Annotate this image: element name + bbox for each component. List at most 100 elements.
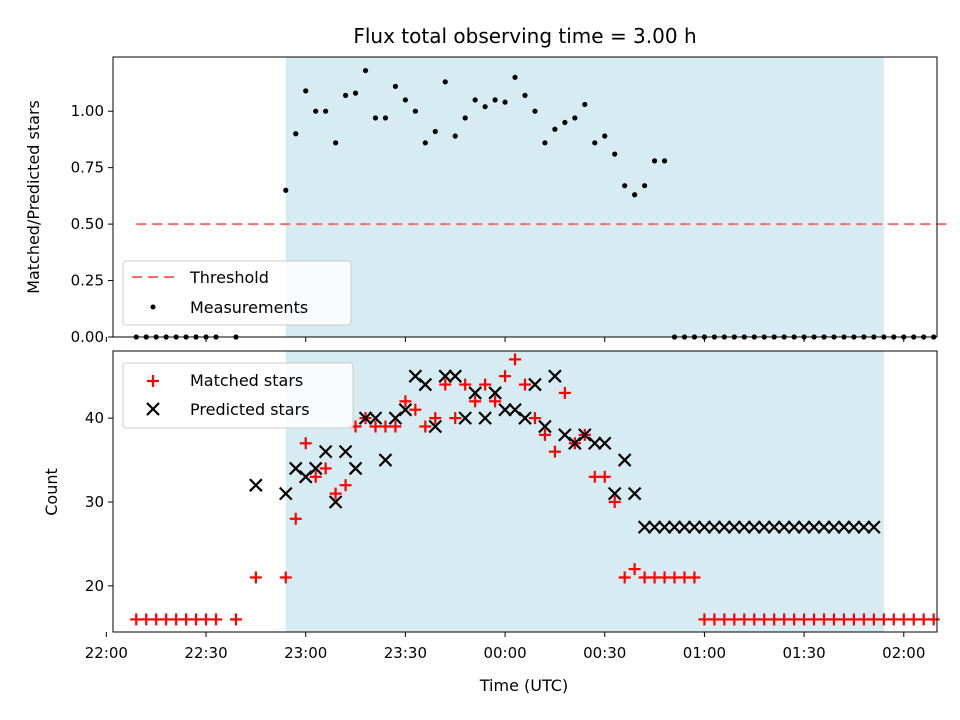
predicted-star-point (418, 377, 433, 392)
legend-predicted-label: Predicted stars (190, 400, 310, 419)
bottom-panel: 20 30 40 22:00 22:30 23:00 23:30 00:00 00:30 01:… (42, 350, 940, 695)
predicted-star-point (667, 520, 682, 534)
matched-star-point (409, 403, 422, 416)
matched-star-point (618, 571, 631, 584)
measurement-point (342, 92, 349, 98)
top-axes-frame (112, 56, 938, 338)
matched-star-point (279, 571, 292, 584)
matched-star-point (389, 420, 402, 433)
top-y-tick-label: 0.50 (71, 215, 104, 233)
measurement-point (502, 99, 508, 105)
predicted-star-point (458, 411, 472, 425)
matched-star-point (459, 378, 472, 391)
legend-matched-label: Matched stars (190, 371, 303, 390)
measurement-point (512, 74, 518, 80)
legend-measurements-swatch (150, 304, 156, 310)
measurement-point (293, 131, 299, 137)
measurement-point (382, 115, 389, 121)
predicted-star-point (388, 411, 403, 425)
predicted-star-point (488, 386, 502, 400)
matched-star-point (548, 445, 561, 458)
measurement-point (412, 108, 418, 114)
predicted-star-point (358, 411, 373, 425)
measurement-point (442, 79, 448, 85)
measurement-point (532, 108, 538, 114)
predicted-star-point (318, 444, 333, 459)
measurement-point (582, 101, 588, 108)
top-y-tick-label: 0.25 (71, 272, 104, 290)
measurement-point (552, 126, 558, 132)
measurement-point (542, 140, 548, 146)
bottom-axes-frame (112, 350, 938, 633)
x-tick-label: 22:00 (85, 644, 128, 662)
predicted-star-point (578, 428, 592, 442)
measurement-point (313, 108, 319, 114)
predicted-star-point (707, 520, 722, 534)
predicted-star-point (747, 520, 762, 534)
predicted-star-point (857, 520, 871, 534)
predicted-star-point (548, 369, 562, 383)
predicted-star-point (478, 411, 492, 425)
measurement-point (462, 115, 468, 121)
x-tick-label: 23:00 (284, 644, 327, 662)
predicted-star-point (328, 495, 343, 509)
measurement-point (392, 83, 399, 89)
top-observing-window (285, 57, 884, 337)
top-y-axis-label: Matched/Predicted stars (24, 100, 43, 294)
x-axis-label: Time (UTC) (479, 676, 568, 695)
measurement-point (452, 133, 458, 139)
matched-star-point (489, 395, 502, 408)
matched-star-point (469, 395, 482, 408)
predicted-star-point (587, 436, 602, 451)
matched-star-point (608, 495, 621, 508)
predicted-star-point (677, 520, 692, 534)
predicted-star-point (727, 520, 742, 534)
predicted-star-point (717, 520, 732, 534)
bottom-y-tick-label: 30 (85, 493, 104, 511)
predicted-star-point (508, 402, 522, 417)
predicted-star-point (647, 520, 662, 534)
predicted-star-point (807, 520, 821, 534)
predicted-star-point (538, 419, 552, 434)
matched-star-point (558, 386, 571, 399)
matched-star-point (509, 353, 522, 366)
bottom-legend: Matched stars Predicted stars (122, 362, 354, 429)
predicted-star-point (657, 520, 672, 534)
predicted-star-point (597, 436, 612, 451)
predicted-star-point (428, 419, 443, 434)
predicted-star-point (348, 461, 363, 476)
x-tick-label: 23:30 (384, 644, 427, 662)
predicted-star-point (737, 520, 752, 534)
top-y-ticks: 0.00 0.25 0.50 0.75 1.00 (71, 102, 113, 346)
predicted-star-point (687, 520, 702, 534)
predicted-star-point (278, 486, 293, 501)
top-y-tick-label: 1.00 (71, 102, 104, 120)
predicted-star-point (438, 369, 453, 383)
predicted-star-point (847, 520, 861, 534)
measurement-point (283, 187, 289, 193)
matched-star-point (519, 378, 531, 391)
matched-star-point (229, 613, 242, 626)
matched-star-point (249, 571, 262, 584)
matched-star-point (339, 479, 352, 492)
matched-star-point (329, 487, 342, 500)
bottom-y-ticks: 20 30 40 (85, 409, 113, 595)
measurement-point (642, 183, 648, 189)
predicted-star-point (757, 520, 772, 534)
predicted-star-point (398, 402, 413, 417)
matched-star-point (309, 470, 322, 483)
predicted-star-point (518, 411, 532, 425)
bottom-y-tick-label: 20 (85, 577, 104, 595)
bottom-y-tick-label: 40 (85, 409, 104, 427)
matched-star-point (449, 412, 462, 425)
predicted-star-point (867, 520, 881, 534)
measurement-point (592, 140, 598, 146)
predicted-star-point (568, 436, 582, 451)
predicted-star-point (288, 461, 303, 476)
measurement-point (522, 92, 528, 98)
measurement-point (432, 128, 438, 135)
x-tick-label: 02:00 (882, 644, 925, 662)
matched-star-point (299, 437, 312, 450)
matched-stars-points (130, 353, 940, 626)
